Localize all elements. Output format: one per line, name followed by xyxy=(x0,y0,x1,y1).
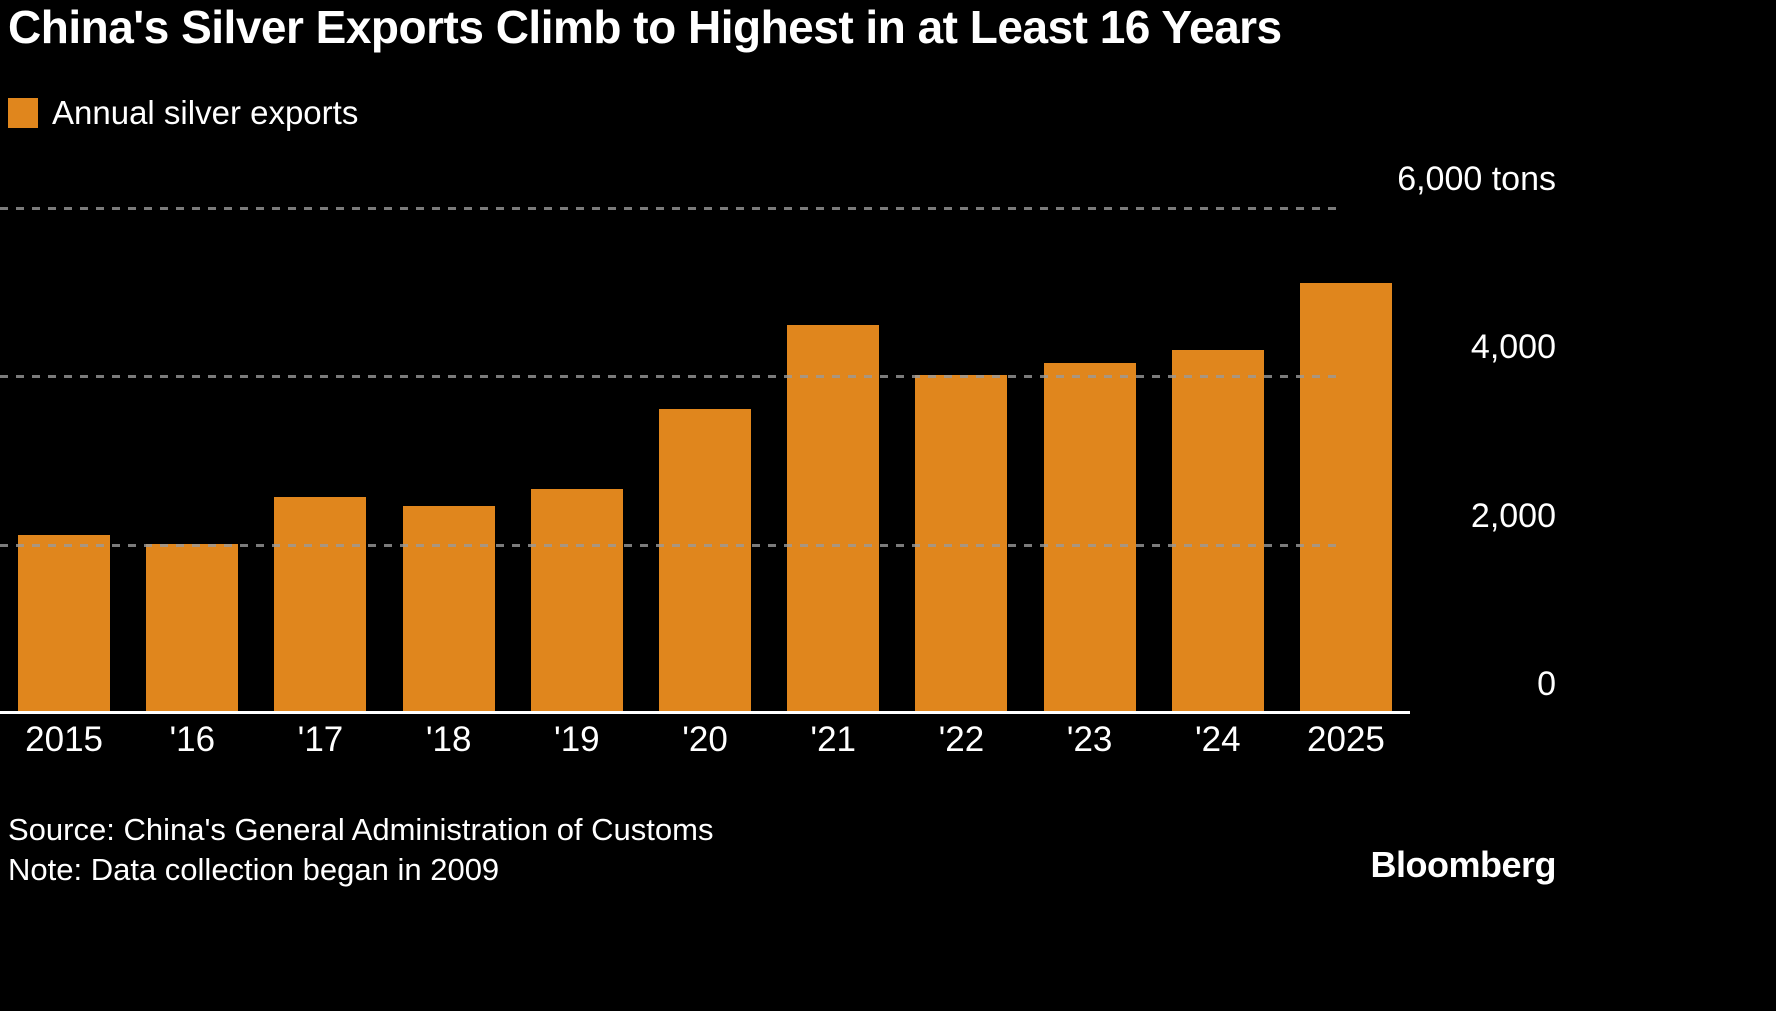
bar-slot xyxy=(1282,207,1410,712)
legend: Annual silver exports xyxy=(8,94,358,132)
bar-slot xyxy=(256,207,384,712)
x-tick-label-22: '22 xyxy=(938,720,985,759)
bar-24 xyxy=(1171,350,1264,712)
bar-19 xyxy=(530,488,623,712)
bar-2025 xyxy=(1299,282,1392,712)
x-tick-label-19: '19 xyxy=(554,720,600,759)
bar-16 xyxy=(146,543,239,712)
bars-row xyxy=(0,207,1410,712)
x-tick-label-20: '20 xyxy=(682,720,728,759)
source-text: Source: China's General Administration o… xyxy=(8,812,714,847)
bar-21 xyxy=(787,324,880,712)
bar-slot xyxy=(897,207,1025,712)
y-axis-label-0: 0 xyxy=(1537,665,1556,703)
bar-slot xyxy=(1026,207,1154,712)
plot-area xyxy=(0,207,1410,714)
y-axis-label-4000: 4,000 xyxy=(1470,328,1556,367)
x-tick-label-2025: 2025 xyxy=(1307,720,1385,759)
bar-17 xyxy=(274,497,367,712)
x-tick-label-23: '23 xyxy=(1066,720,1113,759)
x-tick-label-18: '18 xyxy=(425,720,472,759)
bar-20 xyxy=(659,409,752,712)
legend-label: Annual silver exports xyxy=(52,94,359,131)
x-tick-label-17: '17 xyxy=(297,720,344,759)
chart-title: China's Silver Exports Climb to Highest … xyxy=(8,1,1282,53)
bar-23 xyxy=(1043,362,1136,712)
bar-slot xyxy=(641,207,769,712)
bloomberg-logo: Bloomberg xyxy=(1370,844,1556,885)
gridline-6000 xyxy=(0,207,1340,210)
bar-slot xyxy=(1154,207,1282,712)
x-tick-label-16: '16 xyxy=(169,720,216,759)
gridline-2000 xyxy=(0,543,1340,547)
bar-slot xyxy=(769,207,897,712)
y-axis-label-6000: 6,000 tons xyxy=(1397,160,1556,198)
bar-2015 xyxy=(18,535,111,712)
gridline-4000 xyxy=(0,375,1340,379)
x-tick-label-24: '24 xyxy=(1194,720,1241,759)
bar-slot xyxy=(128,207,256,712)
legend-swatch-icon xyxy=(8,98,38,128)
x-axis-row: 2015 '16 '17 '18 '19 '20 '21 '22 '23 '24 2025 xyxy=(0,720,1410,760)
x-axis-baseline xyxy=(0,711,1410,714)
y-axis-label-2000: 2,000 xyxy=(1470,496,1556,535)
note-text: Note: Data collection began in 2009 xyxy=(8,852,500,887)
x-tick-label-21: '21 xyxy=(810,720,857,759)
bar-slot xyxy=(385,207,513,712)
x-tick-label-2015: 2015 xyxy=(25,720,104,759)
bar-18 xyxy=(402,505,495,712)
bar-slot xyxy=(513,207,641,712)
bar-slot xyxy=(0,207,128,712)
